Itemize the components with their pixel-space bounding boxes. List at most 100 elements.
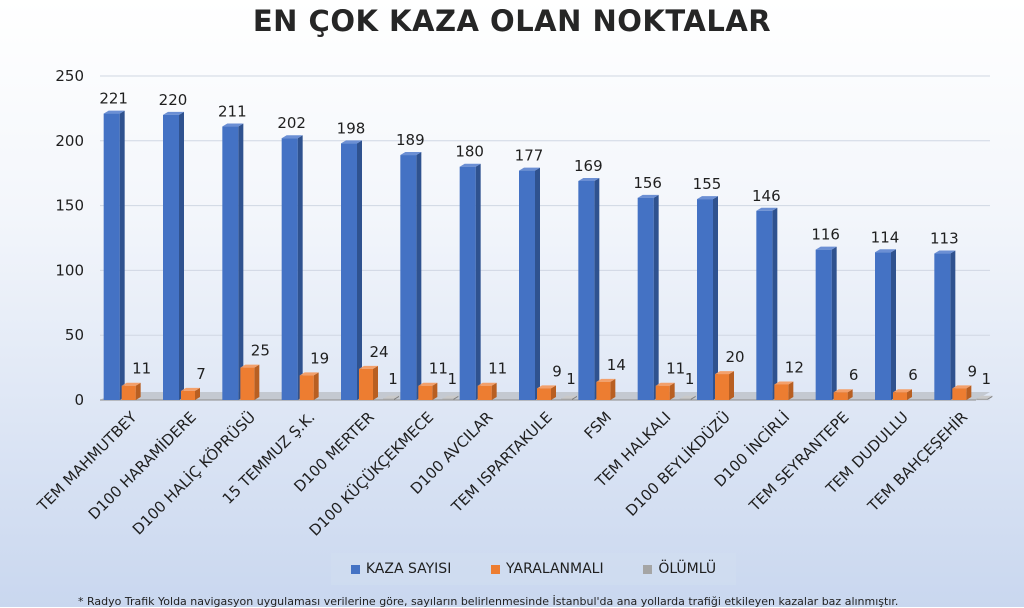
y-tick-label: 50 bbox=[65, 326, 84, 344]
y-axis: 0 50 100 150 200 250 bbox=[55, 67, 84, 409]
bar-olumlu bbox=[442, 395, 459, 400]
data-label-kaza: 189 bbox=[396, 131, 425, 149]
data-label-kaza: 202 bbox=[277, 114, 306, 132]
bar-kaza bbox=[875, 249, 896, 400]
data-label-yaralanmali: 6 bbox=[908, 366, 918, 384]
x-tick-label: TEM MAHMUTBEY bbox=[33, 408, 141, 516]
bar-kaza bbox=[341, 140, 362, 400]
data-label-yaralanmali: 12 bbox=[785, 358, 804, 376]
bar-yaralanmali bbox=[833, 389, 853, 400]
bar-yaralanmali bbox=[477, 382, 497, 400]
data-labels: 2211122072112520219198241189111180111779… bbox=[99, 90, 991, 388]
bar-yaralanmali bbox=[715, 371, 734, 400]
data-label-olumlu: 1 bbox=[388, 370, 398, 388]
data-label-kaza: 220 bbox=[159, 91, 188, 109]
data-label-kaza: 146 bbox=[752, 187, 781, 205]
data-label-kaza: 177 bbox=[515, 147, 544, 165]
bar-yaralanmali bbox=[121, 382, 141, 400]
x-tick-label: TEM ISPARTAKULE bbox=[447, 408, 556, 517]
bar-olumlu bbox=[561, 395, 577, 400]
bar-yaralanmali bbox=[952, 385, 972, 400]
bar-olumlu bbox=[976, 395, 993, 400]
bar-kaza bbox=[163, 111, 184, 400]
data-label-olumlu: 1 bbox=[685, 370, 695, 388]
bar-kaza bbox=[815, 246, 837, 400]
bar-yaralanmali bbox=[537, 385, 556, 400]
bar-kaza bbox=[281, 135, 303, 400]
bar-yaralanmali bbox=[240, 364, 260, 400]
legend-label-kaza: KAZA SAYISI bbox=[365, 561, 452, 577]
data-label-kaza: 114 bbox=[871, 228, 900, 246]
bar-yaralanmali bbox=[418, 382, 438, 400]
legend: KAZA SAYISI YARALANMALI ÖLÜMLÜ bbox=[331, 553, 736, 585]
legend-label-yaralanmali: YARALANMALI bbox=[506, 561, 604, 577]
bar-kaza bbox=[519, 167, 540, 400]
legend-item-kaza: KAZA SAYISI bbox=[350, 561, 452, 577]
data-label-kaza: 116 bbox=[811, 226, 840, 244]
data-label-yaralanmali: 24 bbox=[369, 343, 388, 361]
x-tick-label: TEM BAHÇEŞEHİR bbox=[863, 407, 971, 515]
bar-yaralanmali bbox=[655, 382, 675, 400]
x-tick-label: FSM bbox=[581, 408, 616, 443]
data-label-yaralanmali: 25 bbox=[251, 342, 270, 360]
data-label-olumlu: 1 bbox=[566, 370, 576, 388]
data-label-yaralanmali: 19 bbox=[310, 349, 329, 367]
data-label-yaralanmali: 11 bbox=[666, 360, 685, 378]
data-label-yaralanmali: 11 bbox=[488, 360, 507, 378]
bar-kaza bbox=[459, 163, 481, 400]
legend-swatch-yaralanmali bbox=[491, 564, 501, 574]
bar-yaralanmali bbox=[181, 387, 200, 400]
data-label-yaralanmali: 20 bbox=[725, 348, 744, 366]
data-label-yaralanmali: 11 bbox=[132, 360, 151, 378]
bar-yaralanmali bbox=[774, 381, 794, 400]
data-label-kaza: 113 bbox=[930, 230, 959, 248]
y-tick-label: 250 bbox=[55, 67, 84, 85]
x-tick-label: D100 BEYLİKDÜZÜ bbox=[621, 407, 733, 519]
bar-yaralanmali bbox=[299, 372, 319, 400]
legend-swatch-kaza bbox=[350, 564, 360, 574]
data-label-yaralanmali: 7 bbox=[196, 365, 206, 383]
bar-yaralanmali bbox=[359, 365, 378, 400]
data-label-kaza: 211 bbox=[218, 103, 247, 121]
x-tick-label: D100 HALİÇ KÖPRÜSÜ bbox=[128, 407, 259, 538]
bar-kaza bbox=[756, 207, 778, 400]
data-label-kaza: 221 bbox=[99, 90, 128, 108]
bar-chart: 2211122072112520219198241189111180111779… bbox=[33, 67, 993, 540]
data-label-kaza: 180 bbox=[455, 143, 484, 161]
y-tick-label: 200 bbox=[55, 132, 84, 150]
data-label-kaza: 169 bbox=[574, 157, 603, 175]
legend-swatch-olumlu bbox=[643, 564, 653, 574]
bar-olumlu bbox=[679, 395, 696, 400]
bar-kaza bbox=[934, 250, 956, 400]
y-tick-label: 150 bbox=[55, 197, 84, 215]
bar-kaza bbox=[400, 152, 422, 400]
data-label-yaralanmali: 9 bbox=[968, 362, 978, 380]
x-tick-label: TEM SEYRANTEPE bbox=[745, 408, 852, 515]
x-tick-label: D100 HARAMİDERE bbox=[84, 407, 200, 523]
bar-kaza bbox=[637, 194, 659, 400]
footnote: * Radyo Trafik Yolda navigasyon uygulama… bbox=[78, 595, 899, 608]
bars bbox=[103, 110, 993, 401]
data-label-olumlu: 1 bbox=[448, 370, 458, 388]
bar-kaza bbox=[697, 196, 718, 400]
legend-item-yaralanmali: YARALANMALI bbox=[491, 561, 604, 577]
bar-kaza bbox=[103, 110, 125, 401]
bar-olumlu bbox=[383, 395, 399, 400]
data-label-olumlu: 1 bbox=[982, 370, 992, 388]
data-label-yaralanmali: 6 bbox=[849, 366, 859, 384]
y-tick-label: 100 bbox=[55, 261, 84, 279]
legend-item-olumlu: ÖLÜMLÜ bbox=[643, 561, 716, 577]
y-tick-label: 0 bbox=[74, 391, 84, 409]
chart-title: EN ÇOK KAZA OLAN NOKTALAR bbox=[252, 4, 772, 38]
bar-yaralanmali bbox=[596, 378, 616, 400]
data-label-kaza: 155 bbox=[693, 175, 722, 193]
bar-yaralanmali bbox=[893, 389, 912, 400]
bar-kaza bbox=[222, 123, 244, 400]
data-label-kaza: 198 bbox=[337, 119, 366, 137]
data-label-yaralanmali: 9 bbox=[552, 362, 562, 380]
bar-kaza bbox=[578, 177, 600, 400]
data-label-yaralanmali: 14 bbox=[607, 356, 626, 374]
legend-label-olumlu: ÖLÜMLÜ bbox=[658, 561, 717, 577]
data-label-kaza: 156 bbox=[633, 174, 662, 192]
